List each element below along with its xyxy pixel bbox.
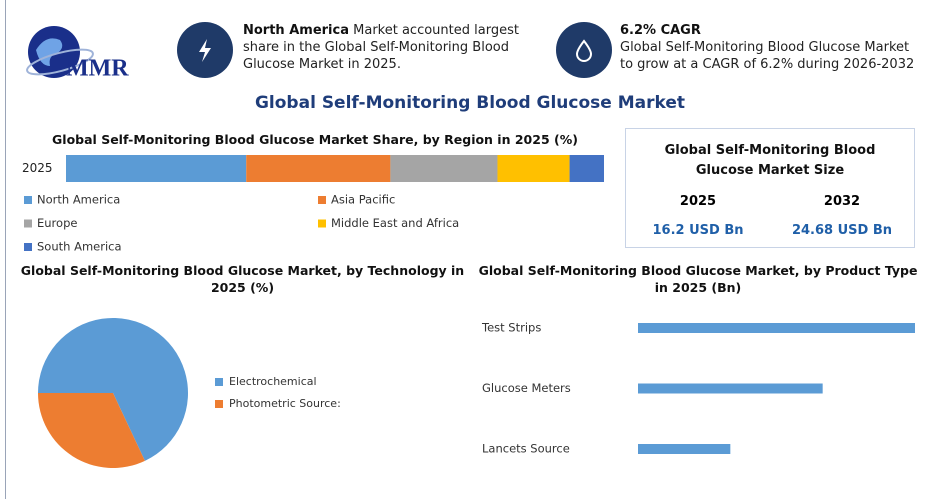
logo: MMR <box>26 26 129 82</box>
legend-swatch <box>318 219 326 228</box>
year: 2032 <box>823 194 861 209</box>
y-tick-label: Test Strips <box>481 321 541 335</box>
chart-title: Global Self-Monitoring Blood Glucose Mar… <box>52 132 578 147</box>
market-size-box: Global Self-Monitoring Blood Glucose Mar… <box>625 128 915 248</box>
bar <box>638 444 731 454</box>
bar-segment <box>66 155 247 182</box>
chart-title: Global Self-Monitoring Blood Glucose Mar… <box>20 263 465 295</box>
highlight-2: 6.2% CAGR Global Self-Monitoring Blood Gl… <box>620 22 920 73</box>
logo-text: MMR <box>66 56 129 82</box>
highlight-text: Global Self-Monitoring Blood Glucose Mar… <box>620 40 915 72</box>
pie-slice <box>38 393 145 468</box>
legend-swatch <box>215 378 223 386</box>
main-title: Global Self-Monitoring Blood Glucose Mar… <box>254 93 686 113</box>
highlight-title: North America <box>243 23 349 38</box>
bar <box>638 323 915 333</box>
frame-line <box>5 0 6 499</box>
box-title: Global Self-Monitoring Blood Glucose Mar… <box>664 143 876 178</box>
highlight-1: North America Market accounted largest s… <box>243 22 523 73</box>
highlight-text: Market accounted largest share in the Gl… <box>243 23 519 72</box>
highlight-title: 6.2% CAGR <box>620 23 701 38</box>
year: 2025 <box>679 194 717 209</box>
y-tick-label: Lancets Source <box>482 442 570 456</box>
legend-label: Asia Pacific <box>331 193 395 207</box>
legend-label: Europe <box>37 216 77 230</box>
y-tick-label: 2025 <box>22 161 53 175</box>
legend-label: Photometric Source: <box>229 397 341 410</box>
legend-label: Electrochemical <box>229 375 317 388</box>
chart-title: Global Self-Monitoring Blood Glucose Mar… <box>478 263 918 295</box>
size-value: 16.2 USD Bn <box>652 223 744 238</box>
bar <box>638 383 823 394</box>
bar-segment <box>390 155 498 182</box>
legend-swatch <box>24 219 32 228</box>
legend-label: North America <box>37 193 120 207</box>
legend-swatch <box>24 196 32 204</box>
legend-swatch <box>24 243 32 251</box>
bar-segment <box>569 155 604 182</box>
legend-swatch <box>318 196 326 204</box>
icon-drop <box>556 22 612 78</box>
icon-bolt <box>177 22 233 78</box>
bar-segment <box>497 155 570 182</box>
logo-ring <box>26 48 94 76</box>
legend-swatch <box>215 400 223 408</box>
legend-label: South America <box>37 240 122 254</box>
pie-slice <box>38 318 188 461</box>
legend-label: Middle East and Africa <box>331 216 459 230</box>
bar-segment <box>246 155 391 182</box>
y-tick-label: Glucose Meters <box>482 381 571 395</box>
size-value: 24.68 USD Bn <box>791 223 893 238</box>
